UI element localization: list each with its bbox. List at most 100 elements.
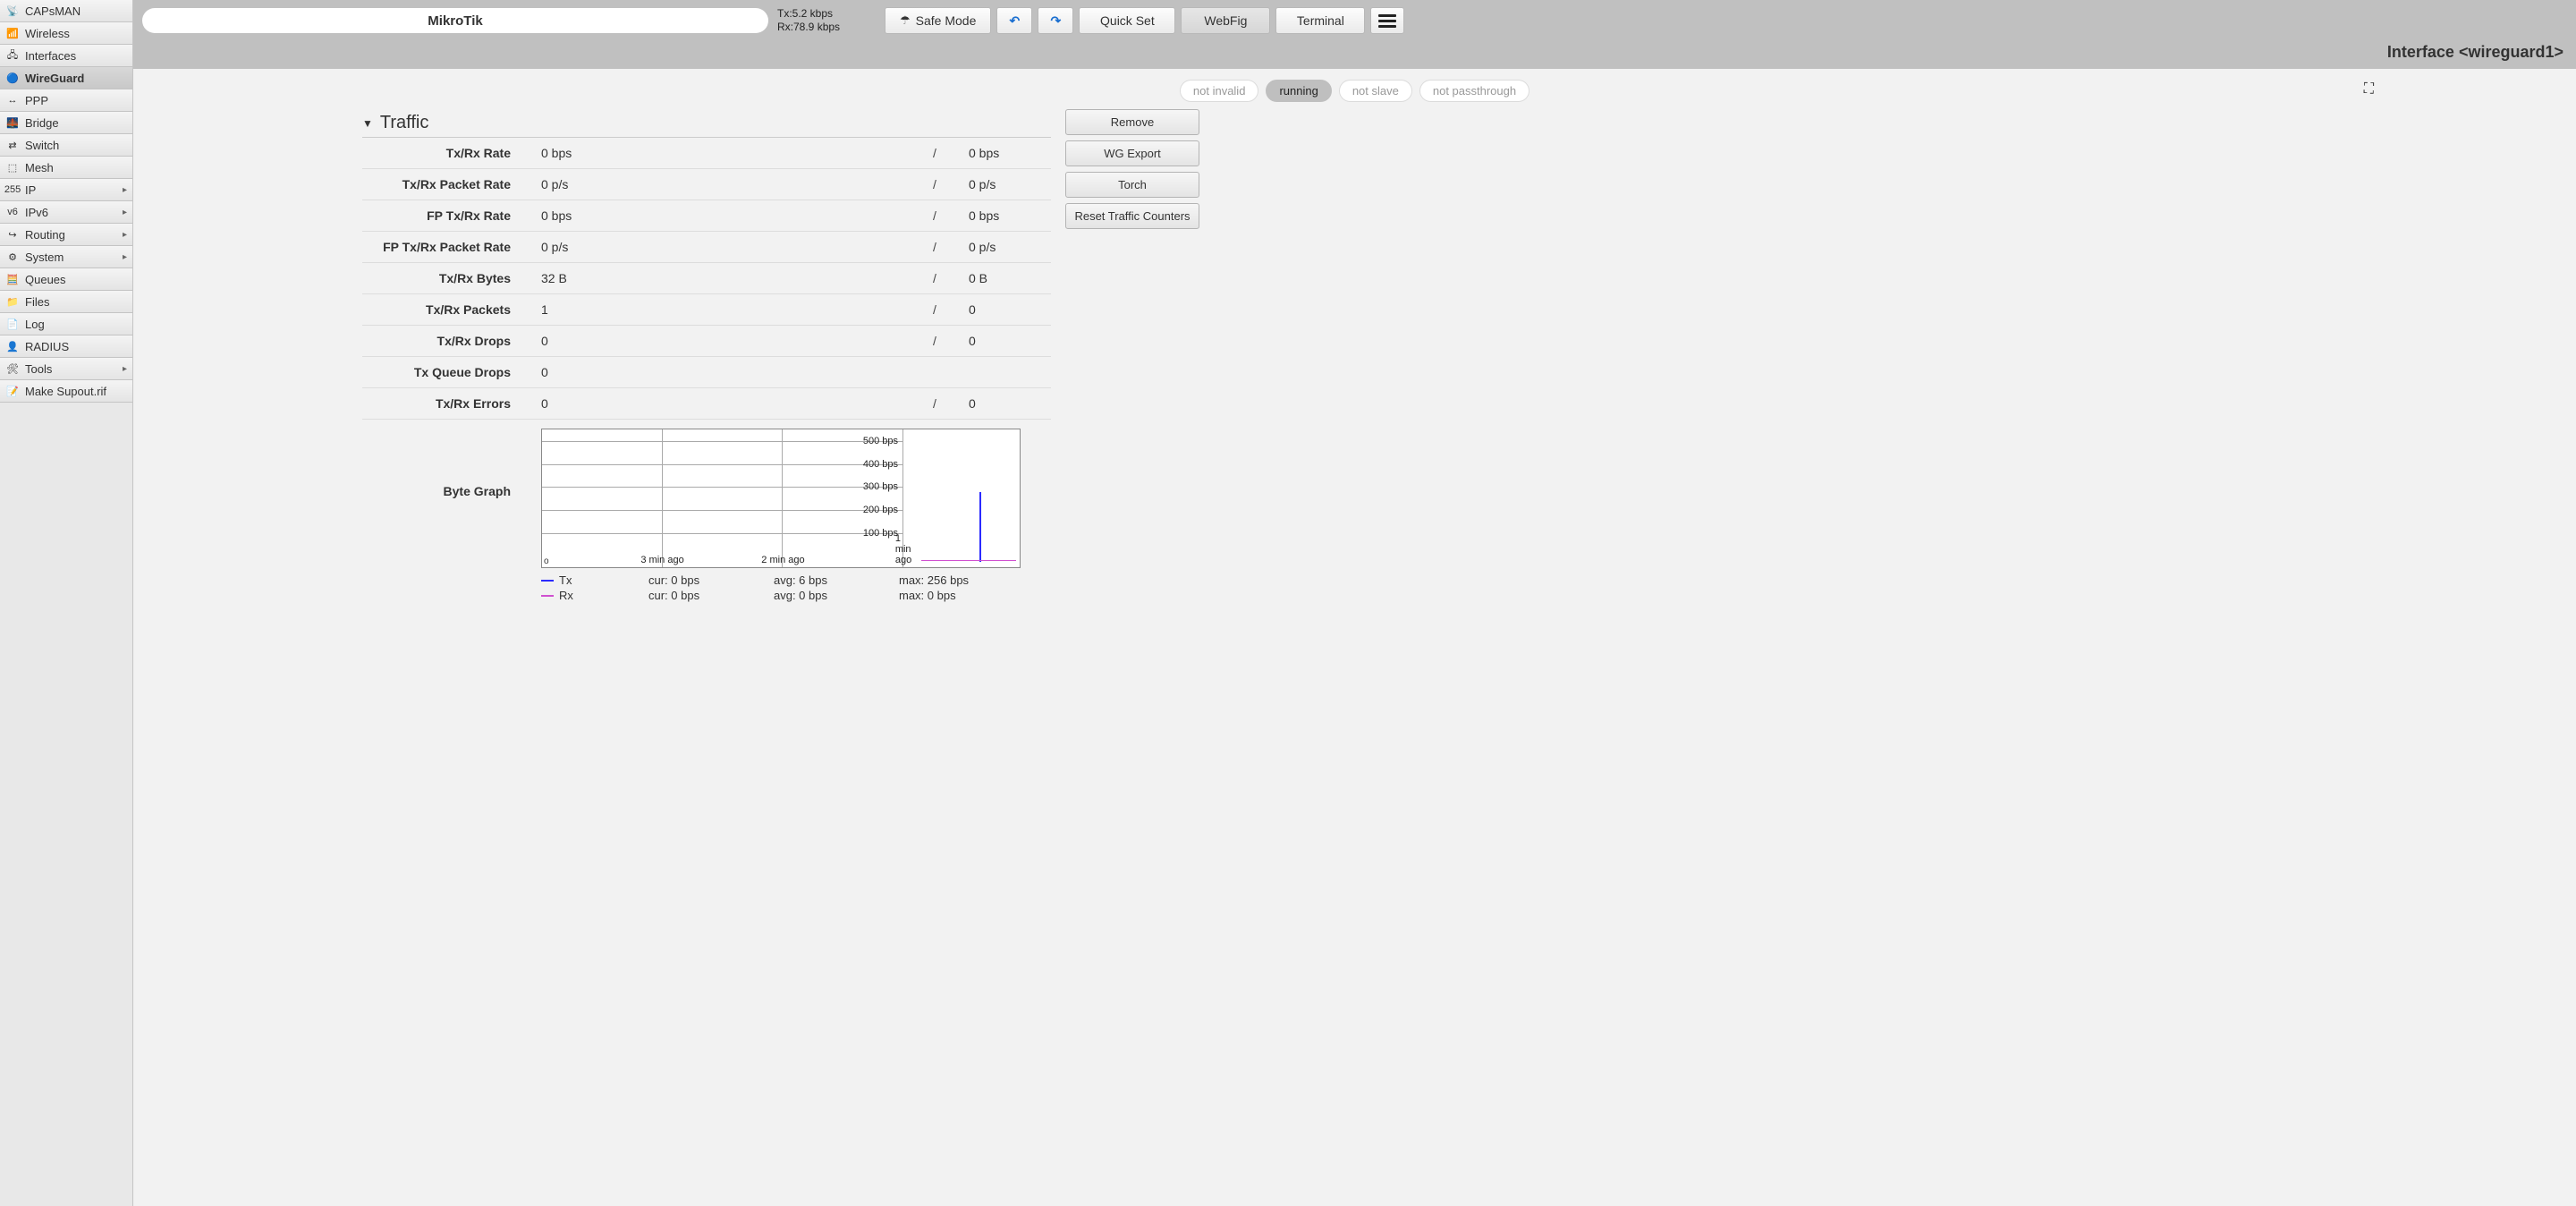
sidebar-item-label: Interfaces bbox=[25, 49, 76, 63]
stat-tx-value: 0 bps bbox=[541, 208, 926, 223]
remove-button[interactable]: Remove bbox=[1065, 109, 1199, 135]
redo-button[interactable]: ↷ bbox=[1038, 7, 1073, 34]
sidebar-item-files[interactable]: 📁 Files bbox=[0, 291, 132, 313]
sidebar-item-label: IPv6 bbox=[25, 206, 48, 219]
safe-mode-button[interactable]: ☂ Safe Mode bbox=[885, 7, 991, 34]
sidebar-item-label: Bridge bbox=[25, 116, 59, 130]
sidebar-item-ip[interactable]: 255 IP ▸ bbox=[0, 179, 132, 201]
reset-counters-button[interactable]: Reset Traffic Counters bbox=[1065, 203, 1199, 229]
safe-mode-label: Safe Mode bbox=[916, 13, 977, 28]
stat-separator: / bbox=[926, 177, 944, 191]
stat-tx-value: 0 p/s bbox=[541, 177, 926, 191]
sidebar-item-system[interactable]: ⚙System▸ bbox=[0, 246, 132, 268]
menu-button[interactable] bbox=[1370, 7, 1404, 34]
bandwidth-stats: Tx:5.2 kbps Rx:78.9 kbps bbox=[777, 7, 876, 34]
x-tick-label: 3 min ago bbox=[640, 555, 683, 565]
sidebar-item-label: Wireless bbox=[25, 27, 70, 40]
bridge-icon: 🌉 bbox=[5, 115, 20, 130]
sidebar-item-bridge[interactable]: 🌉 Bridge bbox=[0, 112, 132, 134]
undo-button[interactable]: ↶ bbox=[996, 7, 1032, 34]
stat-label: Tx/Rx Errors bbox=[362, 396, 541, 411]
stat-label: FP Tx/Rx Rate bbox=[362, 208, 541, 223]
y-tick-label: 500 bps bbox=[863, 436, 898, 446]
sidebar-item-queues[interactable]: 🧮 Queues bbox=[0, 268, 132, 291]
x-tick-label: 2 min ago bbox=[761, 555, 804, 565]
sidebar-item-label: WireGuard bbox=[25, 72, 84, 85]
redo-icon: ↷ bbox=[1051, 13, 1062, 29]
make-supout-rif-icon: 📝 bbox=[5, 384, 20, 398]
sidebar-item-label: System bbox=[25, 251, 64, 264]
sidebar-item-label: PPP bbox=[25, 94, 48, 107]
quick-set-button[interactable]: Quick Set bbox=[1079, 7, 1175, 34]
actions-column: Remove WG Export Torch Reset Traffic Cou… bbox=[1065, 109, 1199, 229]
sidebar-item-label: Mesh bbox=[25, 161, 54, 174]
sidebar-item-label: Tools bbox=[25, 362, 52, 376]
stat-rx-value: 0 bps bbox=[944, 146, 1051, 160]
tx-stat: Tx:5.2 kbps bbox=[777, 7, 876, 21]
stat-label: Tx Queue Drops bbox=[362, 365, 541, 379]
sidebar-item-routing[interactable]: ↪Routing▸ bbox=[0, 224, 132, 246]
sidebar-item-wireguard[interactable]: 🔵WireGuard bbox=[0, 67, 132, 89]
y-tick-label: 400 bps bbox=[863, 459, 898, 470]
sidebar-item-interfaces[interactable]: 🖧Interfaces bbox=[0, 45, 132, 67]
status-chip-not-invalid: not invalid bbox=[1180, 80, 1259, 102]
umbrella-icon: ☂ bbox=[900, 13, 911, 28]
capsman-icon: 📡 bbox=[5, 4, 20, 18]
files-icon: 📁 bbox=[5, 294, 20, 309]
sidebar-item-ipv6[interactable]: v6IPv6▸ bbox=[0, 201, 132, 224]
stat-row: FP Tx/Rx Packet Rate0 p/s/0 p/s bbox=[362, 232, 1051, 263]
webfig-button[interactable]: WebFig bbox=[1181, 7, 1270, 34]
queues-icon: 🧮 bbox=[5, 272, 20, 286]
chevron-right-icon: ▸ bbox=[123, 185, 127, 195]
stat-row: Tx/Rx Packets1/0 bbox=[362, 294, 1051, 326]
section-header-traffic[interactable]: ▼ Traffic bbox=[362, 113, 1051, 138]
sidebar-item-wireless[interactable]: 📶Wireless bbox=[0, 22, 132, 45]
stat-tx-value: 0 bps bbox=[541, 146, 926, 160]
terminal-button[interactable]: Terminal bbox=[1275, 7, 1365, 34]
sidebar-item-switch[interactable]: ⇄Switch bbox=[0, 134, 132, 157]
stat-separator: / bbox=[926, 396, 944, 411]
legend-rx-avg: avg: 0 bps bbox=[774, 589, 899, 602]
ip-icon: 255 bbox=[5, 183, 20, 197]
stat-separator: / bbox=[926, 302, 944, 317]
stat-separator: / bbox=[926, 208, 944, 223]
routing-icon: ↪ bbox=[5, 227, 20, 242]
brand-title: MikroTik bbox=[142, 8, 768, 33]
stat-rx-value: 0 B bbox=[944, 271, 1051, 285]
sidebar-item-radius[interactable]: 👤RADIUS bbox=[0, 335, 132, 358]
sidebar-item-make-supout-rif[interactable]: 📝 Make Supout.rif bbox=[0, 380, 132, 403]
rx-line bbox=[921, 560, 1016, 561]
stat-label: Tx/Rx Packet Rate bbox=[362, 177, 541, 191]
sidebar-item-label: Make Supout.rif bbox=[25, 385, 106, 398]
stat-rx-value: 0 p/s bbox=[944, 177, 1051, 191]
main: MikroTik Tx:5.2 kbps Rx:78.9 kbps ☂ Safe… bbox=[133, 0, 2576, 1206]
sidebar-item-label: IP bbox=[25, 183, 36, 197]
undo-icon: ↶ bbox=[1010, 13, 1021, 29]
sidebar-item-capsman[interactable]: 📡CAPsMAN bbox=[0, 0, 132, 22]
stat-label: Tx/Rx Bytes bbox=[362, 271, 541, 285]
sidebar-item-mesh[interactable]: ⬚Mesh bbox=[0, 157, 132, 179]
legend-rx-cur: cur: 0 bps bbox=[648, 589, 774, 602]
stat-rx-value: 0 bbox=[944, 302, 1051, 317]
legend-tx-cur: cur: 0 bps bbox=[648, 573, 774, 587]
sidebar-item-label: Queues bbox=[25, 273, 66, 286]
sidebar-item-log[interactable]: 📄Log bbox=[0, 313, 132, 335]
stat-rx-value: 0 bbox=[944, 334, 1051, 348]
zero-label: o bbox=[544, 556, 549, 566]
x-tick-label: 1 min ago bbox=[895, 533, 911, 565]
sidebar-item-label: Switch bbox=[25, 139, 59, 152]
sidebar-item-tools[interactable]: 🛠Tools▸ bbox=[0, 358, 132, 380]
tools-icon: 🛠 bbox=[5, 361, 20, 376]
byte-graph-label: Byte Graph bbox=[362, 429, 541, 602]
sidebar-item-label: Log bbox=[25, 318, 45, 331]
torch-button[interactable]: Torch bbox=[1065, 172, 1199, 198]
sidebar-item-label: Files bbox=[25, 295, 49, 309]
traffic-section: ▼ Traffic Tx/Rx Rate0 bps/0 bpsTx/Rx Pac… bbox=[362, 113, 1051, 602]
sidebar-item-ppp[interactable]: ↔ PPP bbox=[0, 89, 132, 112]
legend-rx: Rx bbox=[541, 589, 648, 602]
fullscreen-icon[interactable]: ⛶ bbox=[2364, 81, 2374, 98]
ppp-icon: ↔ bbox=[5, 93, 20, 107]
chevron-right-icon: ▸ bbox=[123, 230, 127, 240]
wg-export-button[interactable]: WG Export bbox=[1065, 140, 1199, 166]
stat-label: Tx/Rx Rate bbox=[362, 146, 541, 160]
